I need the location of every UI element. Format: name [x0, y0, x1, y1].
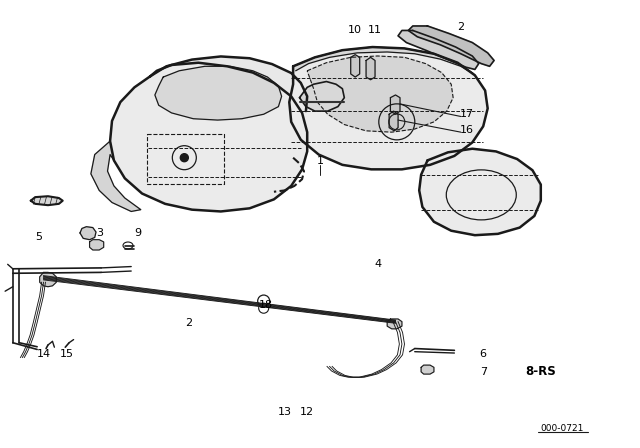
Polygon shape — [307, 56, 453, 132]
Polygon shape — [150, 56, 307, 111]
Text: 4: 4 — [374, 259, 381, 269]
Polygon shape — [389, 111, 398, 131]
Polygon shape — [351, 55, 360, 77]
Text: 11: 11 — [367, 26, 381, 35]
Polygon shape — [289, 47, 488, 169]
Polygon shape — [419, 149, 541, 235]
Polygon shape — [300, 82, 344, 111]
Polygon shape — [421, 365, 434, 374]
Text: 9: 9 — [134, 228, 141, 238]
Text: 6: 6 — [480, 349, 486, 359]
Polygon shape — [90, 240, 104, 250]
Text: 17: 17 — [460, 109, 474, 119]
Text: 5: 5 — [35, 233, 42, 242]
Text: 7: 7 — [479, 367, 487, 377]
Text: 16: 16 — [460, 125, 474, 135]
Polygon shape — [293, 47, 474, 74]
Text: 15: 15 — [60, 349, 74, 359]
Text: 12: 12 — [300, 407, 314, 417]
Polygon shape — [398, 30, 479, 69]
Polygon shape — [110, 63, 307, 211]
Polygon shape — [390, 95, 400, 114]
Text: 18: 18 — [259, 300, 273, 310]
Text: 13: 13 — [278, 407, 292, 417]
Circle shape — [180, 154, 188, 162]
Polygon shape — [31, 196, 63, 205]
Text: 8-RS: 8-RS — [525, 365, 556, 379]
Text: 2: 2 — [185, 318, 193, 327]
Text: 000-0721: 000-0721 — [540, 424, 584, 433]
Text: 1: 1 — [317, 156, 323, 166]
Text: 2: 2 — [457, 22, 465, 32]
Polygon shape — [155, 66, 282, 120]
Polygon shape — [387, 319, 402, 329]
Polygon shape — [408, 26, 494, 66]
Polygon shape — [80, 227, 96, 240]
Polygon shape — [91, 141, 141, 211]
Text: 10: 10 — [348, 26, 362, 35]
Text: 14: 14 — [36, 349, 51, 359]
Polygon shape — [40, 272, 56, 287]
Polygon shape — [366, 57, 375, 80]
Text: 3: 3 — [96, 228, 102, 238]
